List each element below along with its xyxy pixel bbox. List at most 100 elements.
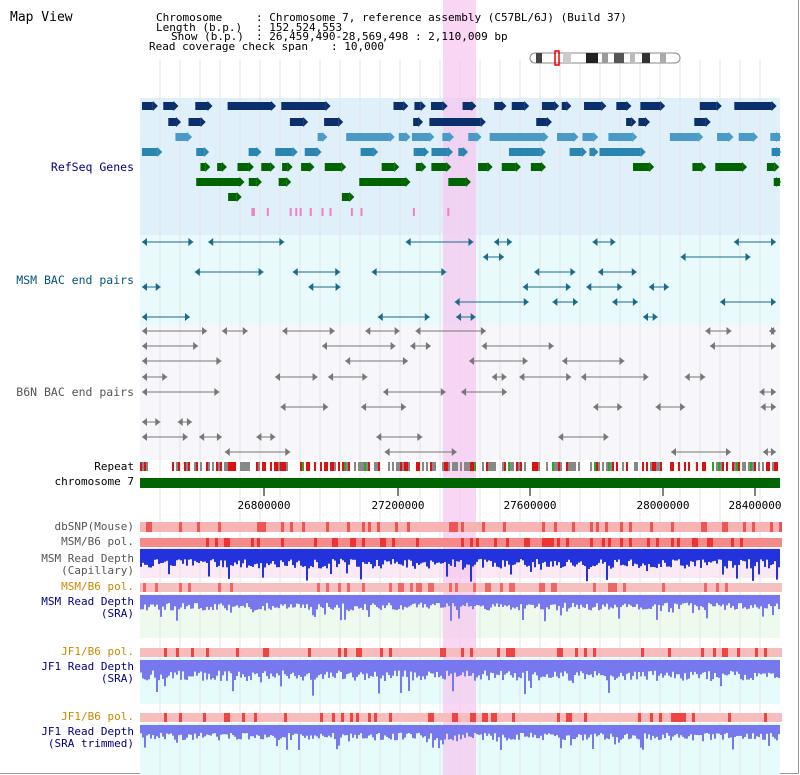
polymorphism-heat-cell (167, 648, 170, 657)
read-depth-bar (326, 549, 328, 569)
read-depth-bar (388, 660, 390, 675)
gene-strand-arrow (471, 101, 477, 111)
bac-end-right (573, 298, 579, 306)
polymorphism-heat-cell (152, 522, 155, 532)
read-depth-bar (206, 595, 208, 607)
read-depth-bar (174, 660, 176, 673)
bac-end-left (308, 283, 314, 291)
polymorphism-heat-cell (725, 583, 728, 592)
polymorphism-heat-cell (215, 648, 218, 657)
read-depth-bar (150, 595, 152, 605)
gene-strand-arrow (631, 117, 637, 127)
read-depth-bar (228, 660, 230, 672)
read-depth-bar (296, 725, 298, 734)
track-label-chromosome[interactable]: chromosome 7 (54, 475, 134, 488)
track-label-refseq-genes[interactable]: RefSeq Genes (50, 160, 134, 174)
repeat-element (360, 462, 362, 471)
track-label-msm-b6-pol-2[interactable]: MSM/B6 pol. (61, 580, 134, 593)
track-label-b6n-bac[interactable]: B6N BAC end pairs (16, 385, 134, 399)
track-label-msm-depth-sra[interactable]: MSM Read Depth (41, 595, 134, 608)
gene-strand-arrow (776, 177, 781, 187)
read-depth-bar (626, 660, 628, 674)
polymorphism-heat-cell (380, 522, 383, 532)
read-depth-bar (718, 725, 720, 734)
read-depth-bar (602, 595, 604, 605)
read-depth-bar (708, 660, 710, 672)
read-depth-bar (322, 660, 324, 679)
polymorphism-heat-cell (473, 538, 476, 547)
read-depth-bar (244, 660, 246, 678)
read-depth-bar (388, 725, 390, 739)
bac-end-right (417, 433, 423, 441)
bac-end-left (494, 238, 500, 246)
read-depth-bar (596, 660, 598, 676)
repeat-element (408, 462, 410, 471)
gene-strand-arrow (389, 132, 395, 142)
repeat-element (240, 462, 242, 471)
read-depth-bar (150, 549, 152, 568)
track-label-msm-depth-capillary[interactable]: MSM Read Depth (41, 552, 134, 565)
read-depth-bar (494, 660, 496, 678)
read-depth-bar (160, 549, 162, 564)
polymorphism-heat-cell (575, 648, 578, 657)
track-label-repeat[interactable]: Repeat (94, 460, 134, 473)
read-depth-bar (750, 660, 752, 678)
gene-feature (640, 102, 661, 110)
read-depth-bar (560, 725, 562, 749)
read-depth-bar (240, 660, 242, 678)
read-depth-bar (294, 725, 296, 734)
read-depth-bar (156, 549, 158, 560)
polymorphism-heat-cell (767, 713, 770, 722)
read-depth-bar (246, 725, 248, 734)
read-depth-bar (640, 660, 642, 677)
polymorphism-heat-cell (560, 522, 563, 532)
polymorphism-heat-cell (773, 538, 776, 547)
track-label-jf1-b6-pol-2[interactable]: JF1/B6 pol. (61, 710, 134, 723)
polymorphism-heat-cell (497, 522, 500, 532)
polymorphism-heat-cell (266, 713, 269, 722)
polymorphism-heat-cell (542, 713, 545, 722)
polymorphism-heat-cell (347, 583, 350, 592)
track-label-jf1-depth-trimmed[interactable]: JF1 Read Depth (41, 725, 134, 738)
polymorphism-heat-cell (749, 648, 752, 657)
read-depth-bar (236, 595, 238, 606)
read-depth-bar (380, 549, 382, 569)
polymorphism-heat-cell (281, 522, 284, 532)
polymorphism-heat-cell (368, 583, 371, 592)
read-depth-bar (456, 660, 458, 677)
read-depth-bar (758, 549, 760, 575)
read-depth-bar (280, 595, 282, 605)
polymorphism-heat-cell (167, 583, 170, 592)
read-depth-bar (696, 660, 698, 675)
track-label-dbsnp[interactable]: dbSNP(Mouse) (54, 520, 134, 533)
read-depth-bar (142, 660, 144, 679)
repeat-element (286, 462, 288, 471)
track-label-jf1-b6-pol-1[interactable]: JF1/B6 pol. (61, 645, 134, 658)
polymorphism-heat-cell (410, 583, 413, 592)
polymorphism-heat-cell (722, 583, 725, 592)
polymorphism-heat-cell (218, 648, 221, 657)
read-depth-bar (730, 660, 732, 671)
read-depth-bar (224, 549, 226, 561)
bac-end-left (361, 403, 367, 411)
read-depth-bar (774, 725, 776, 739)
track-label-jf1-depth-sra[interactable]: JF1 Read Depth (41, 660, 134, 673)
polymorphism-heat-cell (752, 583, 755, 592)
read-depth-bar (594, 549, 596, 567)
read-depth-bar (302, 595, 304, 605)
read-depth-bar (734, 549, 736, 566)
polymorphism-heat-cell (524, 538, 527, 547)
track-label-msm-b6-pol-1[interactable]: MSM/B6 pol. (61, 535, 134, 548)
read-depth-bar (688, 595, 690, 606)
track-label-msm-bac[interactable]: MSM BAC end pairs (16, 273, 134, 287)
polymorphism-heat-cell (575, 538, 578, 547)
read-depth-bar (652, 595, 654, 607)
polymorphism-heat-cell (200, 648, 203, 657)
gene-strand-arrow (341, 162, 347, 172)
bac-end-left (208, 238, 214, 246)
read-depth-bar (474, 660, 476, 681)
read-depth-bar (432, 595, 434, 604)
polymorphism-heat-cell (254, 713, 257, 722)
polymorphism-heat-cell (278, 538, 281, 547)
